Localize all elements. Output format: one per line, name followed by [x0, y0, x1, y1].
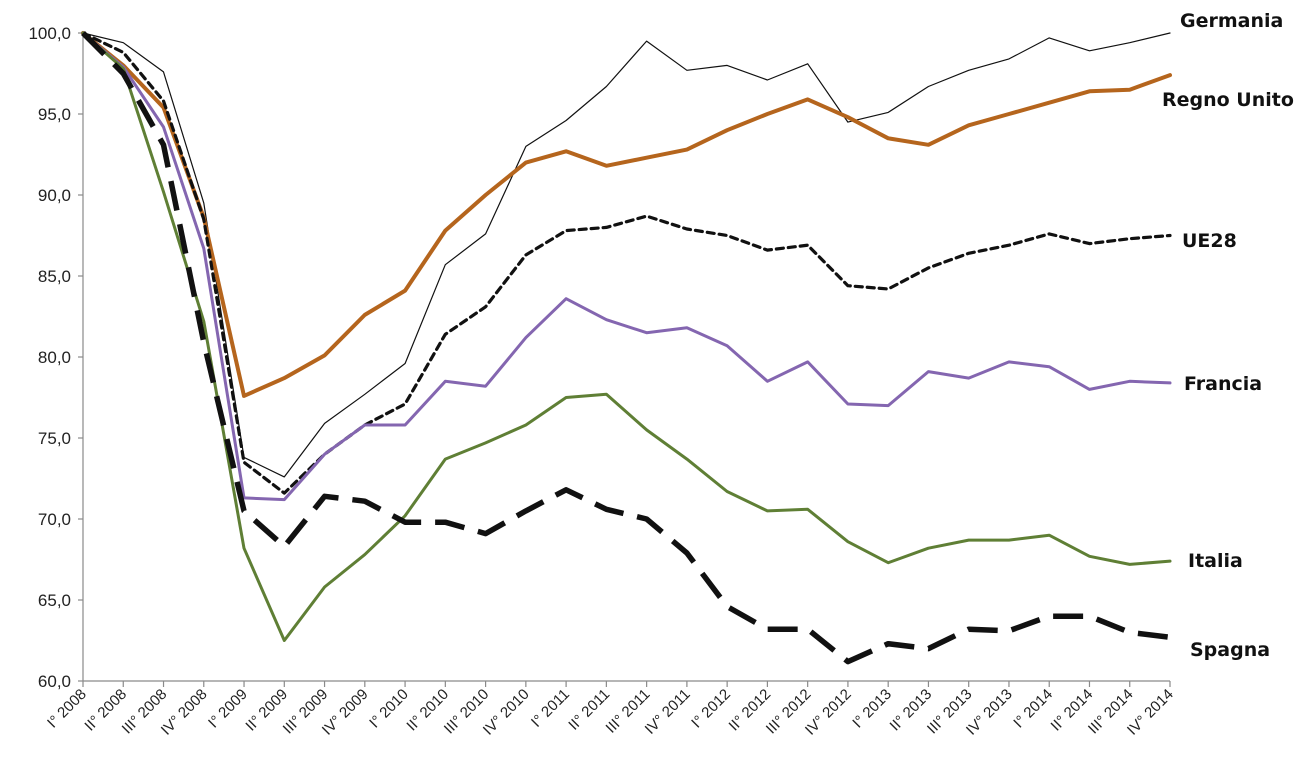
y-tick-label: 85,0 — [38, 267, 71, 286]
y-tick-label: 75,0 — [38, 429, 71, 448]
y-tick-label: 100,0 — [28, 24, 71, 43]
x-tick-label: I° 2011 — [528, 686, 573, 731]
series-line-italia — [83, 33, 1170, 641]
y-tick-label: 90,0 — [38, 186, 71, 205]
y-tick-label: 60,0 — [38, 672, 71, 691]
series-line-ue28 — [83, 33, 1170, 493]
x-tick-label: IV° 2011 — [642, 686, 694, 738]
y-tick-label: 65,0 — [38, 591, 71, 610]
series-label-italia: Italia — [1188, 550, 1243, 572]
series-line-francia — [83, 33, 1170, 500]
series-label-spagna: Spagna — [1190, 639, 1270, 661]
series-line-spagna — [83, 33, 1170, 662]
y-axis: 60,0 65,0 70,0 75,0 80,0 85,0 90,0 95,0 100,0 — [28, 24, 83, 691]
series-label-regno-unito: Regno Unito — [1162, 89, 1294, 111]
series-label-ue28: UE28 — [1182, 230, 1237, 252]
y-tick-label: 70,0 — [38, 510, 71, 529]
y-tick-label: 80,0 — [38, 348, 71, 367]
series-label-germania: Germania — [1180, 10, 1283, 32]
series-lines — [83, 33, 1170, 662]
y-tick-label: 95,0 — [38, 105, 71, 124]
series-label-francia: Francia — [1184, 373, 1262, 395]
series-line-regno-unito — [83, 33, 1170, 396]
series-labels: Germania Regno Unito UE28 Francia Italia Spag… — [1162, 10, 1294, 661]
